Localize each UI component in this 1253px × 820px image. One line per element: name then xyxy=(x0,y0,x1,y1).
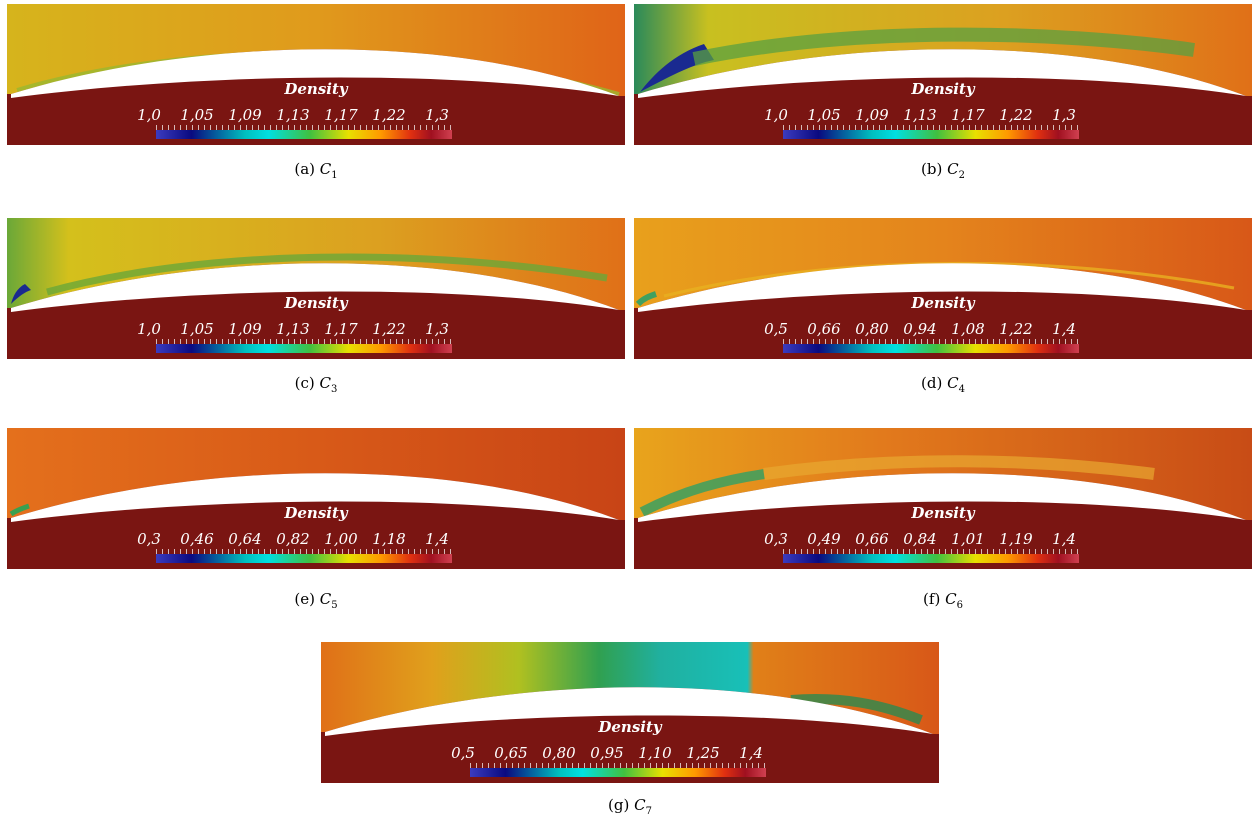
caption-g: (g) C7 xyxy=(608,796,652,817)
panel-a: Density 1,0 1,05 1,09 1,13 1,17 1,22 1,3 xyxy=(7,4,625,145)
density-field-c xyxy=(7,218,625,359)
colorbar-f xyxy=(783,554,1079,563)
panel-d: Density 0,5 0,66 0,80 0,94 1,08 1,22 1,4 xyxy=(634,218,1252,359)
colorbar-a xyxy=(156,130,452,139)
colorbar-title-a: Density xyxy=(284,80,348,98)
caption-e: (e) C5 xyxy=(294,590,338,611)
density-field-d xyxy=(634,218,1252,359)
airfoil-f xyxy=(638,473,1246,522)
caption-d: (d) C4 xyxy=(921,374,965,395)
airfoil-c xyxy=(11,263,619,312)
colorbar-title-e: Density xyxy=(284,504,348,522)
airfoil-b xyxy=(638,49,1246,98)
colorbar-minor-ticks-e xyxy=(156,549,452,554)
density-field-g xyxy=(321,642,939,783)
density-field-e xyxy=(7,428,625,569)
colorbar-ticks-b: 1,0 1,05 1,09 1,13 1,17 1,22 1,3 xyxy=(764,106,1076,124)
colorbar-title-d: Density xyxy=(911,294,975,312)
airfoil-e xyxy=(11,473,619,522)
caption-f: (f) C6 xyxy=(923,590,963,611)
colorbar-g xyxy=(470,768,766,777)
colorbar-ticks-f: 0,3 0,49 0,66 0,84 1,01 1,19 1,4 xyxy=(764,530,1076,548)
colorbar-minor-ticks-d xyxy=(783,339,1079,344)
airfoil-a xyxy=(11,49,619,98)
colorbar-title-g: Density xyxy=(598,718,662,736)
colorbar-title-f: Density xyxy=(911,504,975,522)
colorbar-ticks-g: 0,5 0,65 0,80 0,95 1,10 1,25 1,4 xyxy=(451,744,763,762)
caption-b: (b) C2 xyxy=(921,160,965,181)
panel-g: Density 0,5 0,65 0,80 0,95 1,10 1,25 1,4 xyxy=(321,642,939,783)
colorbar-e xyxy=(156,554,452,563)
panel-e: Density 0,3 0,46 0,64 0,82 1,00 1,18 1,4 xyxy=(7,428,625,569)
colorbar-ticks-a: 1,0 1,05 1,09 1,13 1,17 1,22 1,3 xyxy=(137,106,449,124)
colorbar-minor-ticks-f xyxy=(783,549,1079,554)
colorbar-b xyxy=(783,130,1079,139)
colorbar-ticks-e: 0,3 0,46 0,64 0,82 1,00 1,18 1,4 xyxy=(137,530,449,548)
panel-f: Density 0,3 0,49 0,66 0,84 1,01 1,19 1,4 xyxy=(634,428,1252,569)
colorbar-d xyxy=(783,344,1079,353)
colorbar-minor-ticks-g xyxy=(470,763,766,768)
caption-c: (c) C3 xyxy=(294,374,338,395)
airfoil-d xyxy=(638,263,1246,312)
colorbar-ticks-c: 1,0 1,05 1,09 1,13 1,17 1,22 1,3 xyxy=(137,320,449,338)
density-field-f xyxy=(634,428,1252,569)
panel-b: Density 1,0 1,05 1,09 1,13 1,17 1,22 1,3 xyxy=(634,4,1252,145)
colorbar-minor-ticks-c xyxy=(156,339,452,344)
colorbar-title-b: Density xyxy=(911,80,975,98)
colorbar-ticks-d: 0,5 0,66 0,80 0,94 1,08 1,22 1,4 xyxy=(764,320,1076,338)
colorbar-minor-ticks-b xyxy=(783,125,1079,130)
panel-c: Density 1,0 1,05 1,09 1,13 1,17 1,22 1,3 xyxy=(7,218,625,359)
density-field-a xyxy=(7,4,625,145)
density-field-b xyxy=(634,4,1252,145)
colorbar-minor-ticks-a xyxy=(156,125,452,130)
airfoil-g xyxy=(325,687,933,736)
colorbar-title-c: Density xyxy=(284,294,348,312)
caption-a: (a) C1 xyxy=(294,160,338,181)
colorbar-c xyxy=(156,344,452,353)
